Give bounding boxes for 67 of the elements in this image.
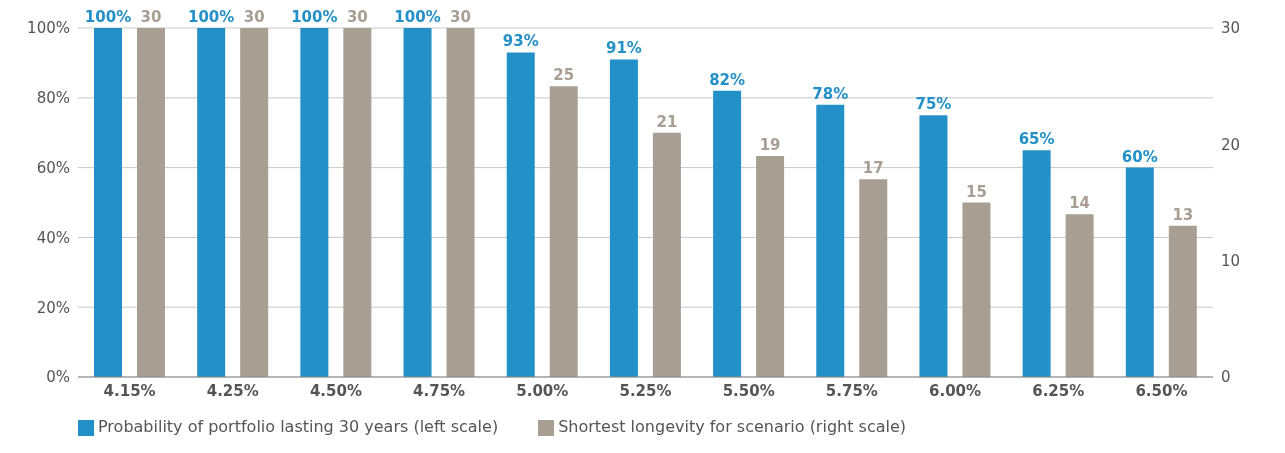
data-label: 15 <box>966 182 987 201</box>
bar <box>1125 167 1154 377</box>
bar <box>446 28 475 377</box>
bar <box>1022 150 1051 377</box>
x-tick-label: 6.25% <box>1032 381 1085 400</box>
x-tick-label: 4.25% <box>206 381 259 400</box>
data-label: 100% <box>84 8 132 26</box>
bar <box>919 115 948 377</box>
bar <box>343 28 372 377</box>
data-label: 100% <box>291 8 338 26</box>
data-label: 100% <box>188 8 235 26</box>
data-label: 75% <box>915 95 952 114</box>
data-label: 65% <box>1018 130 1055 149</box>
x-tick-label: 4.15% <box>103 381 156 400</box>
bar <box>137 28 165 377</box>
data-label: 82% <box>709 70 746 89</box>
y2-tick-label: 20 <box>1221 135 1241 154</box>
data-label: 30 <box>346 8 368 26</box>
bar <box>403 28 432 377</box>
bar <box>713 90 742 377</box>
data-label: 91% <box>605 39 642 58</box>
y-tick-label: 40% <box>36 228 70 247</box>
y2-tick-label: 30 <box>1221 19 1241 38</box>
bar <box>609 59 638 377</box>
bar <box>549 86 578 377</box>
x-tick-label: 6.50% <box>1135 381 1188 400</box>
data-label: 30 <box>140 8 162 26</box>
y-tick-label: 60% <box>36 158 70 177</box>
data-label: 30 <box>450 8 471 26</box>
data-label: 78% <box>812 84 849 103</box>
x-tick-label: 4.50% <box>309 381 362 400</box>
bar <box>962 202 991 377</box>
bar <box>1168 225 1197 377</box>
y2-tick-label: 10 <box>1221 251 1241 270</box>
y-tick-label: 20% <box>36 298 70 317</box>
bar <box>816 104 845 377</box>
legend-label: Probability of portfolio lasting 30 years (left scale) <box>98 417 499 436</box>
data-label: 25 <box>553 66 575 85</box>
x-tick-label: 5.25% <box>619 381 672 400</box>
bar <box>506 52 535 377</box>
bar <box>1065 214 1094 377</box>
legend-label: Shortest longevity for scenario (right scale) <box>558 417 907 436</box>
bar <box>300 28 329 377</box>
bar <box>94 28 122 377</box>
bar <box>859 179 888 377</box>
x-tick-label: 5.50% <box>722 381 775 400</box>
x-tick-label: 6.00% <box>929 381 982 400</box>
bar <box>240 28 269 377</box>
data-label: 30 <box>243 8 265 26</box>
y-tick-label: 100% <box>27 19 70 38</box>
x-tick-label: 4.75% <box>413 381 466 400</box>
data-label: 14 <box>1069 194 1091 213</box>
data-label: 60% <box>1121 147 1158 166</box>
y-tick-label: 80% <box>36 89 70 108</box>
x-tick-label: 5.75% <box>825 381 878 400</box>
data-label: 17 <box>862 159 884 178</box>
data-label: 21 <box>656 112 678 131</box>
data-label: 93% <box>502 32 539 51</box>
bar <box>197 28 226 377</box>
x-tick-label: 5.00% <box>516 381 569 400</box>
bar <box>652 132 681 377</box>
bar <box>756 155 785 377</box>
data-label: 100% <box>394 8 441 26</box>
y-tick-label: 0% <box>46 368 70 387</box>
y2-tick-label: 0 <box>1221 368 1231 387</box>
data-label: 19 <box>759 135 781 154</box>
data-label: 13 <box>1172 205 1194 224</box>
